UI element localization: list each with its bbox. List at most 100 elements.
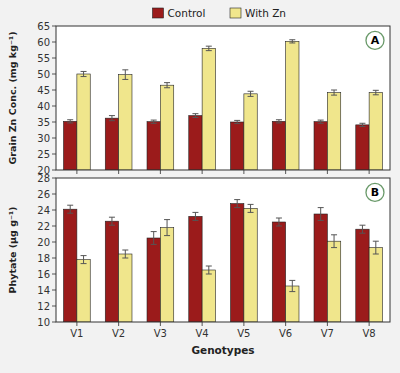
y-axis-label: Grain Zn Conc. (mg kg⁻¹): [7, 32, 18, 165]
error-cap: [206, 50, 212, 51]
error-cap: [331, 95, 337, 96]
error-cap: [164, 82, 170, 83]
error-cap: [151, 244, 157, 245]
error-cap: [67, 119, 73, 120]
y-tick-label: 16: [37, 269, 50, 280]
error-cap: [192, 212, 198, 213]
error-bar: [109, 116, 115, 121]
y-tick: [52, 122, 56, 123]
y-tick-label: 25: [37, 149, 50, 160]
error-bar: [122, 70, 128, 80]
error-cap: [109, 225, 115, 226]
error-line: [320, 208, 321, 221]
y-tick-label: 20: [37, 237, 50, 248]
x-tick: [118, 170, 119, 174]
error-bar: [248, 91, 254, 96]
error-bar: [151, 120, 157, 123]
error-cap: [151, 231, 157, 232]
error-cap: [122, 250, 128, 251]
error-bar: [289, 280, 295, 291]
error-cap: [234, 199, 240, 200]
bar: Control: [147, 238, 160, 322]
error-cap: [109, 217, 115, 218]
x-tick: [327, 322, 328, 326]
error-line: [208, 46, 209, 50]
y-tick: [52, 42, 56, 43]
error-cap: [331, 90, 337, 91]
bar: Control: [314, 122, 327, 170]
y-axis-label: Phytate (μg g⁻¹): [7, 207, 18, 294]
error-cap: [164, 87, 170, 88]
error-cap: [234, 120, 240, 121]
x-tick: [369, 322, 370, 326]
x-tick: [285, 322, 286, 326]
x-tick-label: V4: [196, 328, 209, 339]
error-line: [195, 114, 196, 118]
error-bar: [373, 90, 379, 94]
error-cap: [206, 274, 212, 275]
error-bar: [318, 120, 324, 123]
error-cap: [373, 254, 379, 255]
error-cap: [67, 205, 73, 206]
y-tick-label: 40: [37, 101, 50, 112]
error-line: [167, 220, 168, 236]
y-tick-label: 22: [37, 221, 50, 232]
y-tick: [52, 74, 56, 75]
error-cap: [192, 117, 198, 118]
frame: [56, 26, 390, 170]
error-cap: [234, 207, 240, 208]
y-tick-label: 60: [37, 37, 50, 48]
error-bar: [276, 218, 282, 226]
x-tick-label: V6: [279, 328, 292, 339]
error-cap: [206, 46, 212, 47]
panel: 10121416182022242628V1V2V3V4V5V6V7V8Cont…: [7, 173, 390, 357]
error-bar: [192, 212, 198, 220]
error-cap: [206, 266, 212, 267]
error-cap: [318, 207, 324, 208]
bar: With Zn: [286, 41, 299, 170]
bar: Control: [314, 214, 327, 322]
error-cap: [248, 96, 254, 97]
chart: 20253035404550556065ControlControlContro…: [0, 0, 400, 373]
bar: With Zn: [369, 93, 382, 170]
bar: With Zn: [202, 48, 215, 170]
error-cap: [122, 258, 128, 259]
legend: ControlWith Zn: [153, 7, 287, 19]
error-cap: [318, 220, 324, 221]
error-bar: [192, 114, 198, 118]
y-tick-label: 55: [37, 53, 50, 64]
x-tick-label: V3: [154, 328, 167, 339]
error-line: [362, 225, 363, 233]
y-tick-label: 24: [37, 205, 50, 216]
x-tick: [160, 170, 161, 174]
x-tick: [202, 322, 203, 326]
plot-area: [56, 26, 390, 170]
error-line: [375, 241, 376, 254]
error-line: [83, 71, 84, 76]
error-line: [111, 116, 112, 121]
error-cap: [81, 263, 87, 264]
x-tick: [118, 322, 119, 326]
error-bar: [331, 235, 337, 248]
error-bar: [289, 40, 295, 43]
bar: With Zn: [77, 260, 90, 322]
bar: With Zn: [244, 208, 257, 322]
error-bar: [373, 241, 379, 254]
error-bar: [206, 266, 212, 274]
y-tick: [52, 170, 56, 171]
bar: Control: [147, 122, 160, 170]
error-line: [250, 91, 251, 96]
error-cap: [318, 123, 324, 124]
error-cap: [122, 79, 128, 80]
x-tick: [243, 170, 244, 174]
error-bar: [359, 123, 365, 126]
error-cap: [248, 212, 254, 213]
error-cap: [289, 280, 295, 281]
error-cap: [276, 218, 282, 219]
panel-label-circle: [366, 183, 384, 201]
error-cap: [164, 235, 170, 236]
y-tick: [52, 58, 56, 59]
background: [0, 0, 400, 373]
marks: ControlControlControlControlControlContr…: [64, 40, 383, 170]
error-cap: [331, 247, 337, 248]
